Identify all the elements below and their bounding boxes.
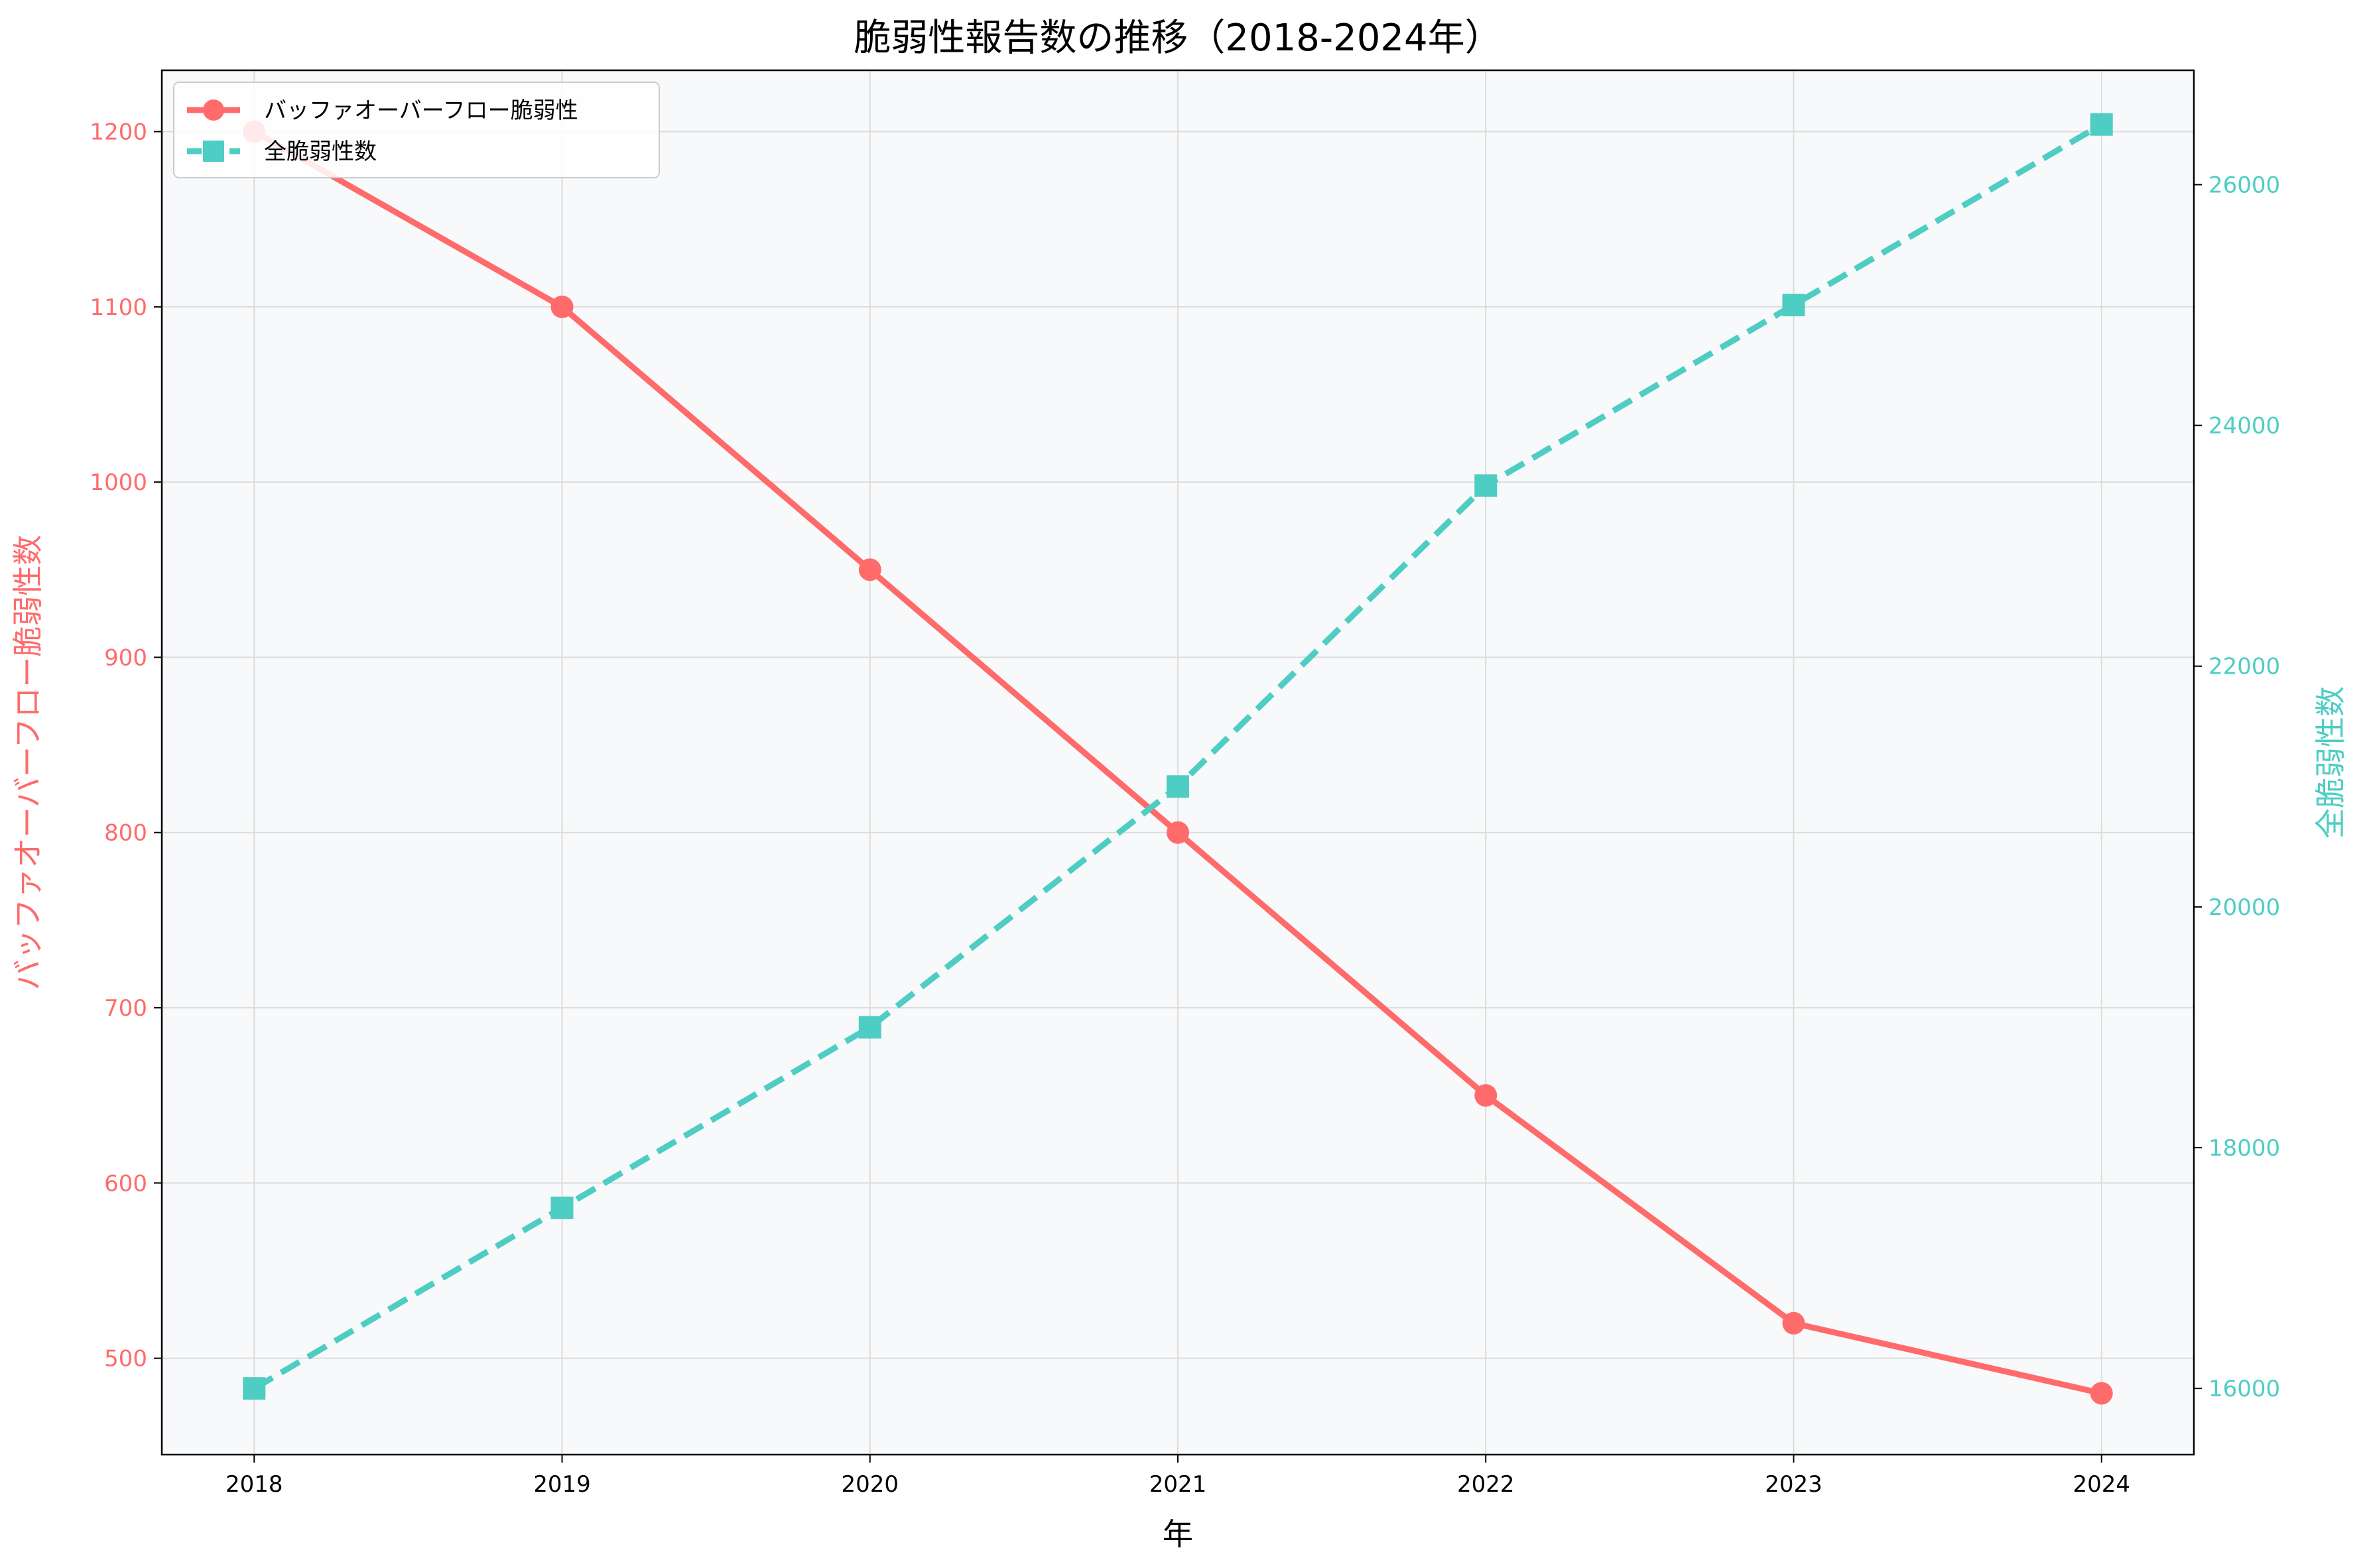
y-right-tick-label: 24000 [2208,413,2280,440]
data-point-1 [1167,821,1189,844]
y-right-tick-label: 16000 [2208,1376,2280,1402]
y-left-tick-label: 500 [104,1346,147,1372]
y-right-tick-label: 26000 [2208,172,2280,198]
data-point-2 [1782,294,1805,317]
data-point-2 [1474,474,1498,497]
legend-box [173,82,660,178]
y-left-tick-label: 1000 [90,469,147,496]
y-left-tick-label: 1100 [90,294,147,321]
data-point-2 [1167,775,1189,798]
data-point-1 [1474,1084,1498,1107]
legend-label-2: 全脆弱性数 [264,139,377,165]
x-axis: 2018 2019 2020 2021 2022 2023 2024 [225,1455,2130,1498]
data-point-1 [1782,1311,1805,1335]
y-left-tick-label: 600 [104,1170,147,1197]
x-tick-label: 2023 [1765,1471,1822,1498]
x-axis-label: 年 [1163,1516,1193,1552]
data-point-2 [243,1377,266,1400]
chart-title: 脆弱性報告数の推移（2018-2024年） [854,17,1502,60]
y-axis-left-label: バッファオーバーフロー脆弱性数 [10,535,46,991]
legend-marker-1 [203,99,224,121]
x-tick-label: 2020 [841,1471,899,1498]
data-point-1 [2090,1382,2113,1405]
y-axis-right-label: 全脆弱性数 [2313,686,2348,839]
y-axis-right: 16000 18000 20000 22000 24000 26000 [2194,172,2280,1402]
data-point-2 [550,1196,574,1219]
data-point-1 [550,295,574,318]
y-left-tick-label: 800 [104,820,147,847]
y-right-tick-label: 22000 [2208,654,2280,680]
y-left-tick-label: 1200 [90,119,147,146]
y-right-tick-label: 20000 [2208,894,2280,921]
data-point-2 [2090,113,2113,136]
y-right-tick-label: 18000 [2208,1135,2280,1162]
legend-marker-2 [203,141,224,162]
x-tick-label: 2019 [533,1471,591,1498]
y-axis-left: 500 600 700 800 900 1000 1100 1200 [90,119,162,1372]
x-tick-label: 2018 [225,1471,283,1498]
data-point-1 [858,558,881,581]
data-point-2 [858,1016,881,1039]
x-tick-label: 2021 [1149,1471,1207,1498]
x-tick-label: 2022 [1457,1471,1515,1498]
y-left-tick-label: 900 [104,644,147,671]
y-left-tick-label: 700 [104,995,147,1022]
x-tick-label: 2024 [2073,1471,2130,1498]
legend-label-1: バッファオーバーフロー脆弱性 [264,97,578,124]
